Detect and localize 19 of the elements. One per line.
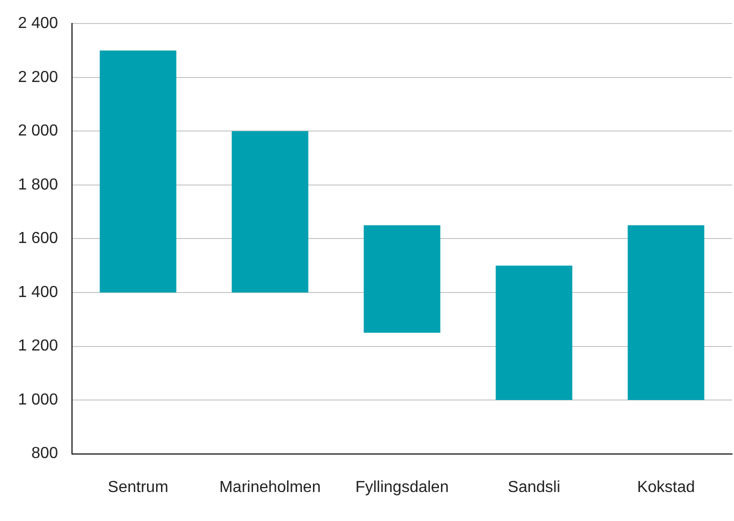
x-tick-label: Sandsli [508, 478, 560, 496]
bar [364, 225, 440, 333]
y-tick-label: 1 400 [18, 284, 58, 301]
y-tick-label: 2 000 [18, 122, 58, 140]
bar [496, 266, 572, 400]
y-tick-label: 2 200 [18, 68, 58, 86]
x-tick-label: Fyllingsdalen [355, 478, 449, 496]
bar [232, 131, 308, 292]
y-tick-label: 1 600 [18, 230, 58, 248]
y-tick-label: 2 400 [18, 15, 58, 32]
bar [100, 50, 176, 292]
x-tick-label: Marineholmen [219, 478, 321, 496]
x-tick-label: Kokstad [637, 478, 695, 496]
y-tick-label: 1 000 [18, 391, 58, 408]
bar [628, 225, 704, 400]
y-tick-label: 1 200 [18, 338, 58, 355]
x-tick-label: Sentrum [108, 478, 168, 496]
y-tick-label: 800 [31, 445, 58, 462]
y-tick-label: 1 800 [18, 176, 58, 194]
